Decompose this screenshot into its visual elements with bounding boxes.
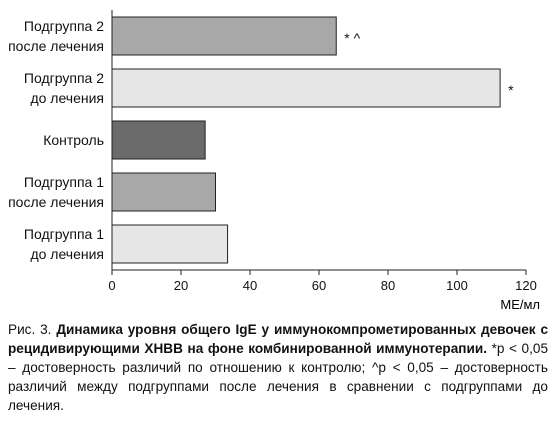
x-tick-label: 20 <box>174 278 188 293</box>
x-tick-label: 80 <box>381 278 395 293</box>
x-tick-label: 100 <box>446 278 468 293</box>
caption-prefix: Рис. 3. <box>8 322 57 337</box>
caption-title: Динамика уровня общего IgE у иммунокомпр… <box>8 322 549 356</box>
bar-chart: Подгруппа 2 после лечения Подгруппа 2 до ле… <box>8 10 540 312</box>
category-label: до лечения <box>30 246 104 262</box>
bar-4 <box>111 224 229 264</box>
category-label: Подгруппа 1 <box>24 226 104 242</box>
figure-caption: Рис. 3. Динамика уровня общего IgE у имм… <box>8 320 548 415</box>
category-label: после лечения <box>8 38 104 54</box>
x-tick-label: 40 <box>243 278 257 293</box>
category-label: после лечения <box>8 194 104 210</box>
category-label: Подгруппа 2 <box>24 70 104 86</box>
significance-marker: * <box>508 82 514 98</box>
category-label: Контроль <box>43 132 104 148</box>
x-axis-label: МЕ/мл <box>500 297 540 312</box>
bar-annotations: * ^ * <box>344 30 514 98</box>
x-tick-label: 60 <box>312 278 326 293</box>
bar-0 <box>111 16 337 56</box>
bar-3 <box>111 172 216 212</box>
significance-marker: * ^ <box>344 30 360 46</box>
bar-1 <box>111 68 501 108</box>
category-label: Подгруппа 2 <box>24 18 104 34</box>
bars-group <box>111 16 501 264</box>
caption-note: *p < 0,05 – достоверность различий по от… <box>8 341 549 413</box>
x-tick-label: 0 <box>108 278 115 293</box>
category-label: Подгруппа 1 <box>24 174 104 190</box>
x-axis: 0 20 40 60 80 100 120 <box>108 10 537 293</box>
category-label: до лечения <box>30 90 104 106</box>
category-labels: Подгруппа 2 после лечения Подгруппа 2 до ле… <box>8 18 104 262</box>
x-tick-label: 120 <box>515 278 537 293</box>
bar-2 <box>111 120 206 160</box>
